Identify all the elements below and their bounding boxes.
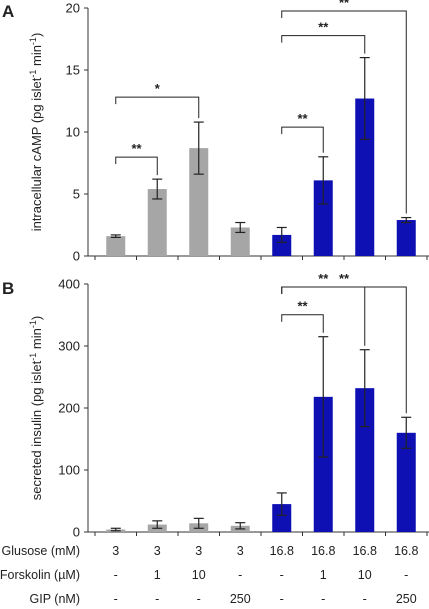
condition-value: -	[197, 592, 201, 606]
condition-value: -	[363, 592, 367, 606]
condition-value: 16.8	[353, 544, 377, 558]
significance-bracket	[281, 126, 324, 153]
significance-label: **	[297, 299, 308, 314]
bar	[313, 180, 333, 256]
condition-value: 1	[320, 568, 327, 582]
condition-value: 3	[195, 544, 202, 558]
condition-label: GIP (nM)	[30, 592, 80, 606]
bar	[272, 234, 292, 256]
y-tick-label: 5	[73, 187, 80, 202]
significance-label: **	[318, 20, 329, 35]
condition-value: 10	[358, 568, 372, 582]
bar	[230, 227, 250, 256]
bar	[355, 98, 375, 257]
condition-value: -	[114, 592, 118, 606]
significance-bracket	[281, 286, 407, 414]
y-tick-label: 100	[58, 463, 80, 478]
condition-row: Forskolin (µM) - 1 10 - - 1 10 -	[0, 568, 408, 582]
significance-label: **	[297, 111, 308, 126]
condition-value: 10	[192, 568, 206, 582]
condition-value: -	[404, 568, 408, 582]
condition-row: Glusose (mM) 3 3 3 3 16.8 16.8 16.8 16.8	[2, 544, 419, 558]
condition-value: -	[238, 568, 242, 582]
significance-label: *	[155, 81, 161, 96]
significance-bracket	[281, 314, 324, 333]
panel-a: A 0 5 10 15 20 intracellular cAMP (pg islet-1 …	[2, 0, 429, 264]
significance-bracket	[281, 10, 407, 214]
condition-value: -	[114, 568, 118, 582]
condition-label: Forskolin (µM)	[0, 568, 80, 582]
bar	[396, 220, 416, 256]
y-axis-label: secreted insulin (pg islet-1 min-1)	[28, 316, 44, 500]
y-tick-label: 400	[58, 277, 80, 292]
condition-value: 3	[154, 544, 161, 558]
condition-row: GIP (nM) - - - 250 - - - 250	[30, 592, 417, 606]
panel-b: B 0 100 200 300 400 secreted insulin (pg islet…	[2, 271, 429, 540]
condition-value: 250	[230, 592, 251, 606]
y-tick-label: 0	[73, 249, 80, 264]
significance-label: **	[318, 271, 329, 286]
significance-label: **	[339, 271, 350, 286]
y-tick-label: 200	[58, 401, 80, 416]
y-tick-label: 10	[66, 125, 80, 140]
condition-value: -	[280, 568, 284, 582]
y-tick-label: 300	[58, 339, 80, 354]
significance-bracket	[281, 35, 366, 54]
significance-label: **	[131, 141, 142, 156]
condition-value: -	[321, 592, 325, 606]
condition-value: -	[155, 592, 159, 606]
significance-bracket	[115, 156, 158, 176]
panel-letter: A	[2, 2, 14, 21]
y-tick-label: 20	[66, 1, 80, 16]
condition-value: 3	[237, 544, 244, 558]
bar	[189, 148, 209, 256]
y-axis-label: intracellular cAMP (pg islet-1 min-1)	[28, 33, 44, 232]
significance-bracket	[115, 96, 200, 119]
condition-value: -	[280, 592, 284, 606]
condition-label: Glusose (mM)	[2, 544, 80, 558]
condition-value: 250	[396, 592, 417, 606]
y-tick-label: 15	[66, 63, 80, 78]
y-tick-label: 0	[73, 525, 80, 540]
condition-value: 16.8	[270, 544, 294, 558]
significance-label: **	[339, 0, 350, 10]
condition-value: 1	[154, 568, 161, 582]
condition-value: 16.8	[394, 544, 418, 558]
bar	[355, 388, 375, 532]
condition-value: 16.8	[311, 544, 335, 558]
panel-letter: B	[2, 279, 14, 298]
bar	[313, 396, 333, 532]
condition-value: 3	[112, 544, 119, 558]
bar	[147, 189, 167, 256]
bar	[396, 432, 416, 532]
bar	[272, 504, 292, 532]
bar	[106, 236, 126, 256]
